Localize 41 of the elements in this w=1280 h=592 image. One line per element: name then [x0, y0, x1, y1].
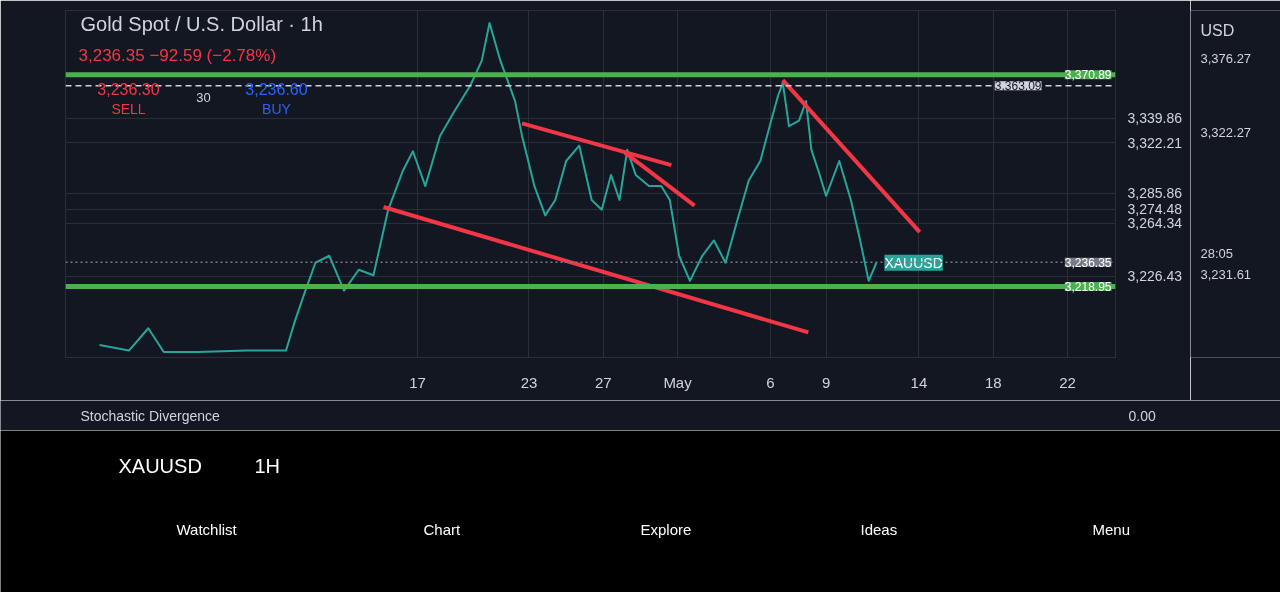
y-tick-label: 3,264.34 [1127, 215, 1183, 232]
y-tick-label: 3,226.43 [1127, 268, 1183, 285]
text: USD [1200, 21, 1235, 39]
text: 3,376.27 [1200, 50, 1252, 66]
annotation: 3,236.30 [97, 80, 160, 98]
x-tick-label: 27 [594, 373, 612, 391]
text: 0.00 [1128, 407, 1156, 424]
ref-line-label: 3,363.09 [994, 79, 1042, 94]
x-tick-label: 14 [910, 373, 928, 391]
y-tick-label: 3,322.21 [1127, 134, 1183, 151]
text: Ideas [860, 521, 898, 538]
x-tick-label: May [663, 373, 693, 391]
series-label: XAUUSD [884, 254, 943, 271]
annotation: SELL [111, 100, 146, 117]
annotation: 30 [196, 90, 211, 105]
x-tick-label: 6 [766, 373, 775, 391]
text: Explore [640, 521, 692, 538]
x-tick-label: 23 [520, 373, 538, 391]
text: Stochastic Divergence [80, 407, 220, 424]
text: Chart [423, 521, 462, 538]
x-tick-label: 18 [984, 373, 1002, 391]
text: 3,236.35 −92.59 (−2.78%) [78, 46, 277, 65]
y-tick-label: 3,274.48 [1127, 201, 1183, 218]
x-tick-label: 22 [1059, 373, 1076, 391]
ref-line-label: 3,236.35 [1064, 255, 1112, 270]
y-tick-label: 3,339.86 [1127, 110, 1183, 126]
chart-title: Gold Spot / U.S. Dollar · 1h [80, 12, 323, 35]
ref-line-label: 3,218.95 [1064, 280, 1112, 294]
y-tick-label: 3,285.86 [1127, 185, 1183, 202]
annotation: BUY [262, 100, 292, 117]
text: Watchlist [176, 521, 238, 538]
x-tick-label: 9 [821, 373, 831, 391]
text: XAUUSD [118, 454, 202, 477]
text: 3,322.27 [1200, 125, 1252, 141]
annotation: 3,236.60 [245, 80, 308, 98]
ref-line-label: 3,370.89 [1064, 68, 1112, 83]
x-tick-label: 17 [409, 373, 426, 391]
text: Menu [1092, 521, 1131, 538]
text: 3,231.61 [1200, 266, 1252, 282]
text: 28:05 [1200, 245, 1234, 261]
text: 1H [254, 454, 281, 477]
